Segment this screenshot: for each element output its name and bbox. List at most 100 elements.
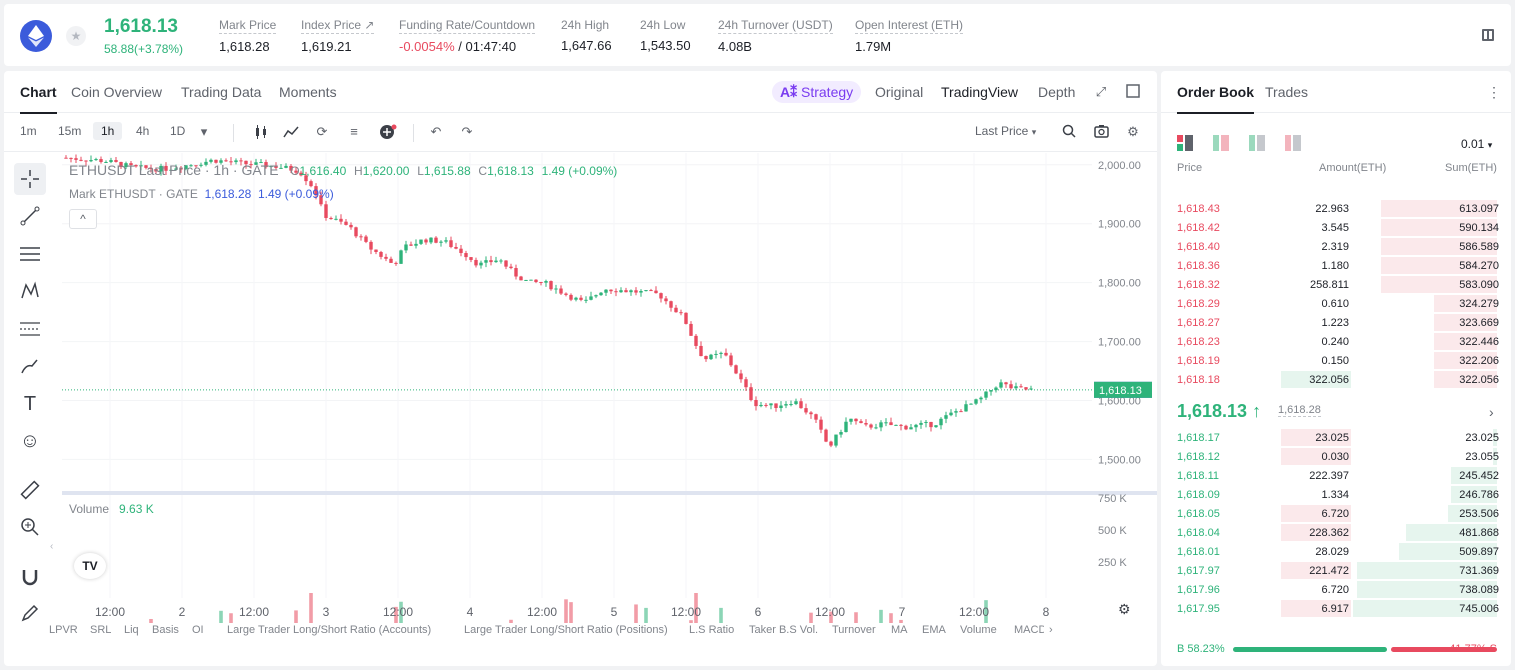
- stat-label[interactable]: Funding Rate/Countdown: [399, 18, 536, 34]
- scroll-left-icon[interactable]: ‹: [50, 541, 54, 552]
- search-icon[interactable]: [1061, 124, 1077, 140]
- crosshair-icon[interactable]: [14, 163, 46, 195]
- indicator-ma[interactable]: MA: [891, 624, 908, 636]
- more-icon[interactable]: ⋮: [1487, 84, 1501, 100]
- zoom-in-icon[interactable]: [14, 511, 46, 543]
- chevron-right-icon[interactable]: ›: [1489, 404, 1494, 420]
- undo-icon[interactable]: ↶: [430, 124, 442, 139]
- book-layout-icons[interactable]: [1177, 135, 1307, 151]
- text-tool-icon[interactable]: T: [23, 392, 37, 415]
- chevron-right-icon[interactable]: ›: [1049, 624, 1053, 636]
- bid-row[interactable]: 1,617.97 221.472 731.369: [1161, 561, 1511, 580]
- indicator-turnover[interactable]: Turnover: [832, 624, 876, 636]
- tab-trading-data[interactable]: Trading Data: [181, 84, 262, 100]
- magnet-icon[interactable]: [14, 561, 46, 593]
- timeframe-1h[interactable]: 1h: [93, 122, 123, 140]
- precision-select[interactable]: 0.01 ▾: [1461, 137, 1492, 151]
- emoji-icon[interactable]: ☺: [19, 429, 41, 452]
- tab-chart[interactable]: Chart: [20, 84, 57, 114]
- bid-row[interactable]: 1,618.17 23.025 23.025: [1161, 428, 1511, 447]
- timeframe-1m[interactable]: 1m: [20, 124, 37, 138]
- tab-trades[interactable]: Trades: [1265, 84, 1309, 100]
- ask-row[interactable]: 1,618.32 258.811 583.090: [1161, 275, 1511, 294]
- indicator-oi[interactable]: OI: [192, 624, 204, 636]
- strategy-button[interactable]: A⁑ Strategy: [772, 81, 862, 103]
- bid-row[interactable]: 1,618.09 1.334 246.786: [1161, 485, 1511, 504]
- timeframe-1d[interactable]: 1D: [170, 124, 186, 138]
- indicator-volume[interactable]: Volume: [960, 624, 997, 636]
- ruler-icon[interactable]: [14, 474, 46, 506]
- ask-row[interactable]: 1,618.40 2.319 586.589: [1161, 237, 1511, 256]
- indicator-macd[interactable]: MACD: [1014, 624, 1044, 636]
- indicators-icon[interactable]: [283, 124, 299, 140]
- indicator-basis[interactable]: Basis: [152, 624, 179, 636]
- candle-body: [224, 160, 228, 162]
- stat-label[interactable]: Mark Price: [219, 18, 277, 34]
- timeframe-4h[interactable]: 4h: [136, 124, 150, 138]
- ask-row[interactable]: 1,618.23 0.240 322.446: [1161, 332, 1511, 351]
- ask-row[interactable]: 1,618.27 1.223 323.669: [1161, 313, 1511, 332]
- price-type-select[interactable]: Last Price ▾: [975, 124, 1036, 138]
- bid-row[interactable]: 1,618.04 228.362 481.868: [1161, 523, 1511, 542]
- ask-row[interactable]: 1,618.42 3.545 590.134: [1161, 218, 1511, 237]
- indicator-taker[interactable]: Taker B.S Vol.: [749, 624, 819, 636]
- add-indicator-icon[interactable]: [379, 124, 397, 140]
- reset-chart-icon[interactable]: ⚙: [1118, 601, 1131, 617]
- candlestick-chart[interactable]: 2,000.00 1,900.00 1,800.00 1,700.00 1,600.00…: [4, 153, 1157, 623]
- ask-row[interactable]: 1,618.43 22.963 613.097: [1161, 199, 1511, 218]
- stat-label[interactable]: 24h Turnover (USDT): [718, 18, 833, 34]
- edit-pencil-icon[interactable]: [14, 597, 46, 629]
- contract-info-icon[interactable]: [1481, 28, 1495, 42]
- depth-bar: [1493, 429, 1497, 446]
- indicator-lt-positions[interactable]: Large Trader Long/Short Ratio (Positions…: [464, 624, 668, 636]
- candle-type-icon[interactable]: [253, 124, 269, 140]
- templates-icon[interactable]: ≡: [350, 124, 358, 139]
- pattern-icon[interactable]: [14, 275, 46, 307]
- indicator-ema[interactable]: EMA: [922, 624, 946, 636]
- candle-body: [219, 160, 223, 163]
- tab-original[interactable]: Original: [875, 84, 924, 100]
- refresh-icon[interactable]: ⟳: [316, 124, 328, 139]
- indicator-lpvr[interactable]: LPVR: [49, 624, 78, 636]
- chevron-down-icon[interactable]: ▾: [200, 124, 208, 139]
- volume-axis-label: 250 K: [1098, 557, 1127, 569]
- bid-row[interactable]: 1,617.96 6.720 738.089: [1161, 580, 1511, 599]
- ask-row[interactable]: 1,618.29 0.610 324.279: [1161, 294, 1511, 313]
- bid-row[interactable]: 1,617.95 6.917 745.006: [1161, 599, 1511, 618]
- settings-gear-icon[interactable]: ⚙: [1127, 124, 1139, 139]
- stat-label[interactable]: Open Interest (ETH): [855, 18, 964, 34]
- window-icon[interactable]: [1125, 84, 1141, 100]
- redo-icon[interactable]: ↷: [461, 124, 473, 139]
- bid-row[interactable]: 1,618.01 28.029 509.897: [1161, 542, 1511, 561]
- tab-coin-overview[interactable]: Coin Overview: [71, 84, 163, 100]
- ask-row[interactable]: 1,618.36 1.180 584.270: [1161, 256, 1511, 275]
- horizontal-lines-icon[interactable]: [14, 238, 46, 270]
- row-price: 1,618.36: [1177, 260, 1220, 272]
- tab-depth[interactable]: Depth: [1038, 84, 1076, 100]
- favorite-star-icon[interactable]: ★: [66, 26, 86, 46]
- candle-body: [714, 353, 718, 355]
- collapse-legend-button[interactable]: ^: [69, 209, 97, 229]
- ask-row[interactable]: 1,618.18 322.056 322.056: [1161, 370, 1511, 389]
- fib-retracement-icon[interactable]: [14, 313, 46, 345]
- volume-bar: [829, 611, 833, 623]
- candle-body: [349, 224, 353, 228]
- indicator-liq[interactable]: Liq: [124, 624, 139, 636]
- stat-label[interactable]: Index Price ↗: [301, 18, 375, 34]
- indicator-lt-accounts[interactable]: Large Trader Long/Short Ratio (Accounts): [227, 624, 432, 636]
- bid-row[interactable]: 1,618.05 6.720 253.506: [1161, 504, 1511, 523]
- tab-moments[interactable]: Moments: [279, 84, 337, 100]
- indicator-srl[interactable]: SRL: [90, 624, 112, 636]
- bid-row[interactable]: 1,618.12 0.030 23.055: [1161, 447, 1511, 466]
- trend-line-icon[interactable]: [14, 200, 46, 232]
- bid-row[interactable]: 1,618.11 222.397 245.452: [1161, 466, 1511, 485]
- brush-icon[interactable]: [14, 350, 46, 382]
- timeframe-15m[interactable]: 15m: [58, 124, 82, 138]
- tab-order-book[interactable]: Order Book: [1177, 84, 1255, 114]
- ask-row[interactable]: 1,618.19 0.150 322.206: [1161, 351, 1511, 370]
- indicator-ls-ratio[interactable]: L.S Ratio: [689, 624, 735, 636]
- camera-icon[interactable]: [1093, 124, 1109, 140]
- fullscreen-icon[interactable]: ⤢: [1095, 84, 1107, 99]
- mark-symbol: Mark ETHUSDT · GATE: [69, 187, 198, 201]
- tab-tradingview[interactable]: TradingView: [941, 84, 1019, 100]
